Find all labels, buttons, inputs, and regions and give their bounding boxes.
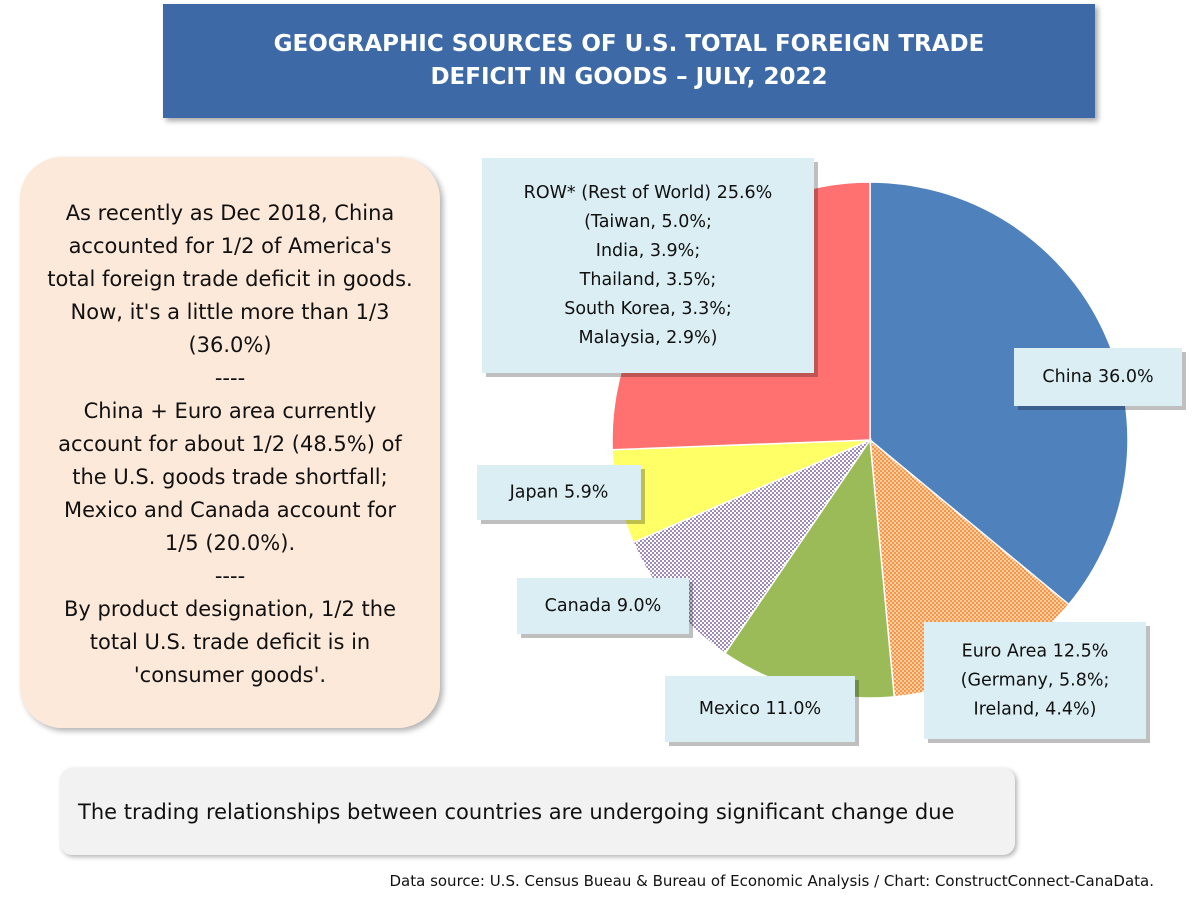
data-label: China 36.0% bbox=[1042, 367, 1153, 387]
value-label: 5.9% bbox=[564, 483, 608, 503]
data-label: Mexico 11.0% bbox=[699, 699, 821, 719]
label-box bbox=[517, 578, 689, 634]
label-box bbox=[482, 158, 814, 373]
pie-slice bbox=[869, 181, 1129, 606]
label-box bbox=[477, 465, 641, 520]
detail-label: India, 3.9%; bbox=[596, 241, 700, 261]
category-label: Canada bbox=[545, 596, 612, 616]
category-label: Euro Area bbox=[962, 642, 1048, 662]
detail-label: Ireland, 4.4%) bbox=[974, 700, 1097, 720]
data-label: Japan 5.9% bbox=[509, 483, 609, 503]
note-text: ---- bbox=[214, 366, 246, 390]
category-label: ROW* (Rest of World) bbox=[524, 183, 711, 203]
data-label: Euro Area 12.5% bbox=[962, 642, 1109, 662]
caption: The trading relationships between countr… bbox=[60, 768, 1015, 855]
note-text: ---- bbox=[214, 564, 246, 588]
detail-label: South Korea, 3.3%; bbox=[564, 299, 732, 319]
category-label: Mexico bbox=[699, 699, 760, 719]
note-text: As recently as Dec 2018, China accounted… bbox=[47, 201, 413, 357]
note-box: As recently as Dec 2018, China accounted… bbox=[20, 157, 440, 728]
detail-label: (Germany, 5.8%; bbox=[961, 671, 1110, 691]
note-text: China + Euro area currently account for … bbox=[58, 399, 402, 555]
detail-label: Malaysia, 2.9%) bbox=[579, 328, 718, 348]
value-label: 25.6% bbox=[717, 183, 773, 203]
source: Data source: U.S. Census Bueau & Bureau … bbox=[389, 872, 1154, 890]
label-box bbox=[924, 622, 1146, 739]
chart-title: GEOGRAPHIC SOURCES OF U.S. TOTAL FOREIGN… bbox=[163, 4, 1095, 118]
value-label: 36.0% bbox=[1098, 367, 1154, 387]
data-label: Canada 9.0% bbox=[545, 596, 662, 616]
label-box bbox=[1014, 348, 1182, 406]
note-text: By product designation, 1/2 the total U.… bbox=[63, 597, 396, 687]
value-label: 11.0% bbox=[766, 699, 822, 719]
label-box bbox=[665, 676, 855, 742]
detail-label: (Taiwan, 5.0%; bbox=[584, 212, 712, 232]
category-label: Japan bbox=[509, 483, 559, 503]
value-label: 12.5% bbox=[1053, 642, 1109, 662]
detail-label: Thailand, 3.5%; bbox=[579, 270, 717, 290]
value-label: 9.0% bbox=[617, 596, 661, 616]
data-label: ROW* (Rest of World) 25.6% bbox=[524, 183, 773, 203]
category-label: China bbox=[1042, 367, 1092, 387]
